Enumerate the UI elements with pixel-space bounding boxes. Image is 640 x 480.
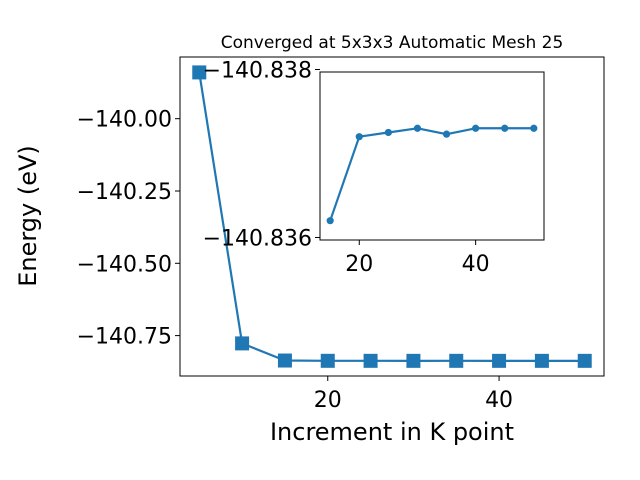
main-x-tick-label: 40 bbox=[485, 388, 513, 413]
main-plot-frame bbox=[179, 56, 605, 377]
main-data-point bbox=[277, 353, 292, 368]
inset-data-point bbox=[442, 130, 451, 138]
x-axis-label: Increment in K point bbox=[270, 418, 514, 446]
main-data-point bbox=[406, 353, 421, 368]
inset-data-point bbox=[413, 124, 422, 132]
main-data-point bbox=[320, 353, 335, 368]
inset-data-point bbox=[355, 133, 363, 141]
inset-x-tick-label: 20 bbox=[345, 252, 373, 277]
chart-title: Converged at 5x3x3 Automatic Mesh 25 bbox=[221, 33, 564, 53]
main-y-tick-label: −140.25 bbox=[77, 180, 172, 205]
inset-data-point bbox=[384, 128, 392, 137]
main-data-point bbox=[577, 353, 592, 368]
inset-data-point bbox=[326, 217, 334, 225]
inset-data-point bbox=[501, 124, 509, 132]
main-data-point bbox=[235, 336, 250, 351]
main-y-tick-label: −140.75 bbox=[77, 325, 172, 350]
inset-y-tick-label: −140.838 bbox=[203, 58, 312, 83]
inset-series-line bbox=[329, 127, 534, 222]
main-x-tick-label: 20 bbox=[314, 388, 342, 413]
main-y-tick-label: −140.00 bbox=[77, 108, 172, 133]
main-data-point bbox=[192, 65, 207, 80]
main-y-tick-label: −140.50 bbox=[77, 252, 172, 277]
inset-data-point bbox=[530, 124, 538, 132]
inset-data-point bbox=[472, 124, 480, 132]
inset-axes: 20 40 −140.838 −140.836 bbox=[203, 58, 545, 277]
main-axes: 20 40 −140.00 −140.25 −140.50 −140.75 Conver… bbox=[14, 33, 605, 446]
inset-background bbox=[320, 72, 544, 240]
main-data-point bbox=[449, 353, 464, 368]
inset-y-tick-label: −140.836 bbox=[203, 226, 312, 251]
main-data-point bbox=[363, 353, 378, 368]
main-data-point bbox=[492, 353, 507, 368]
y-axis-label: Energy (eV) bbox=[14, 145, 42, 287]
main-series-line bbox=[198, 72, 585, 362]
inset-plot-frame bbox=[319, 71, 545, 241]
main-data-point bbox=[534, 353, 549, 368]
inset-x-tick-label: 40 bbox=[462, 252, 490, 277]
